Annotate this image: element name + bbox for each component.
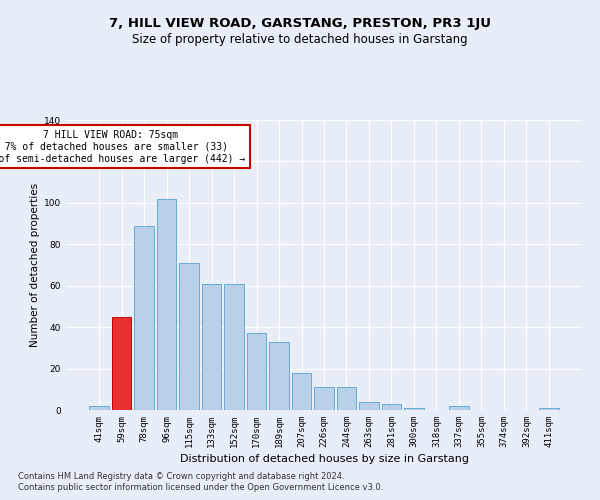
Bar bbox=[292, 372, 311, 410]
Text: 7, HILL VIEW ROAD, GARSTANG, PRESTON, PR3 1JU: 7, HILL VIEW ROAD, GARSTANG, PRESTON, PR… bbox=[109, 18, 491, 30]
Text: 7 HILL VIEW ROAD: 75sqm
← 7% of detached houses are smaller (33)
93% of semi-det: 7 HILL VIEW ROAD: 75sqm ← 7% of detached… bbox=[0, 130, 245, 164]
Bar bbox=[134, 226, 154, 410]
Text: Size of property relative to detached houses in Garstang: Size of property relative to detached ho… bbox=[132, 34, 468, 46]
Text: Contains public sector information licensed under the Open Government Licence v3: Contains public sector information licen… bbox=[18, 484, 383, 492]
Bar bbox=[404, 408, 424, 410]
Bar bbox=[247, 334, 266, 410]
Bar bbox=[337, 387, 356, 410]
Bar bbox=[157, 198, 176, 410]
Y-axis label: Number of detached properties: Number of detached properties bbox=[30, 183, 40, 347]
Bar bbox=[224, 284, 244, 410]
Bar bbox=[449, 406, 469, 410]
Bar bbox=[539, 408, 559, 410]
Bar bbox=[202, 284, 221, 410]
Bar bbox=[382, 404, 401, 410]
X-axis label: Distribution of detached houses by size in Garstang: Distribution of detached houses by size … bbox=[179, 454, 469, 464]
Text: Contains HM Land Registry data © Crown copyright and database right 2024.: Contains HM Land Registry data © Crown c… bbox=[18, 472, 344, 481]
Bar bbox=[89, 406, 109, 410]
Bar bbox=[269, 342, 289, 410]
Bar bbox=[359, 402, 379, 410]
Bar bbox=[112, 317, 131, 410]
Bar bbox=[179, 263, 199, 410]
Bar bbox=[314, 387, 334, 410]
